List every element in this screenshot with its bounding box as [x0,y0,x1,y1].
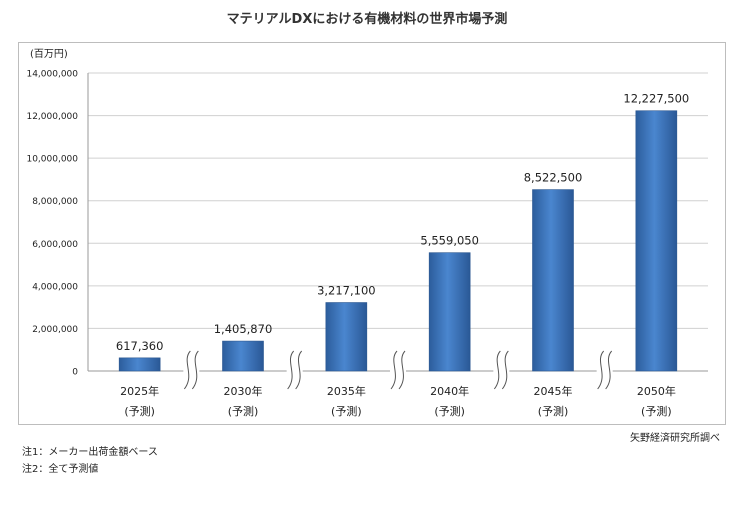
axis-breaks [183,350,613,390]
axis-break-mark [295,350,303,390]
bar-chart: (百万円) 0 2,000,000 4,000,000 6,000,000 8,000,… [26,48,708,418]
x-tick-sublabel: (予測) [641,404,672,418]
x-tick-label: 2050年 [637,384,676,398]
x-tick-label: 2045年 [534,384,573,398]
bar [222,340,264,372]
x-axis-labels: 2025年 (予測) 2030年 (予測) 2035年 (予測) 2040年 (予測) 2045… [120,384,676,418]
bar [118,357,161,372]
y-tick-label: 2,000,000 [32,325,78,335]
axis-break-mark [597,350,605,390]
chart-title: マテリアルDXにおける有機材料の世界市場予測 [226,12,508,27]
value-label: 5,559,050 [420,234,479,248]
footnote-2: 注2：全て予測値 [22,464,99,475]
value-label: 12,227,500 [623,92,689,106]
y-tick-label: 6,000,000 [32,240,78,250]
x-tick-label: 2035年 [327,384,366,398]
y-tick-label: 8,000,000 [32,197,78,207]
bars [118,110,678,372]
value-label: 617,360 [116,339,164,353]
x-tick-sublabel: (予測) [228,404,259,418]
bar [635,110,678,372]
axis-break-mark [287,350,295,390]
value-label: 3,217,100 [317,284,376,298]
footnote-1: 注1：メーカー出荷金額ベース [22,447,158,458]
axis-break-mark [605,350,613,390]
axis-break-mark [398,350,406,390]
source-credit: 矢野経済研究所調べ [630,433,720,444]
axis-break-mark [501,350,509,390]
y-tick-label: 4,000,000 [32,282,78,292]
y-tick-label: 0 [72,368,78,378]
x-tick-sublabel: (予測) [124,404,155,418]
axis-break-mark [390,350,398,390]
bar [532,189,574,372]
x-tick-sublabel: (予測) [434,404,465,418]
axis-break-mark [493,350,501,390]
y-tick-label: 10,000,000 [26,155,78,165]
value-labels: 617,360 1,405,870 3,217,100 5,559,050 8,522,… [116,92,689,353]
bar [428,252,471,372]
y-axis-ticks: 0 2,000,000 4,000,000 6,000,000 8,000,000 10,… [26,70,78,378]
chart-frame [18,42,726,425]
x-tick-label: 2040年 [430,384,469,398]
axis-break-mark [191,350,199,390]
x-tick-sublabel: (予測) [538,404,569,418]
axis-break-mark [183,350,191,390]
value-label: 1,405,870 [214,322,273,336]
x-tick-sublabel: (予測) [331,404,362,418]
y-unit-label: (百万円) [30,48,68,60]
y-tick-label: 14,000,000 [26,70,78,80]
value-label: 8,522,500 [524,171,583,185]
x-tick-label: 2030年 [224,384,263,398]
x-tick-label: 2025年 [120,384,159,398]
bar [325,302,368,372]
y-tick-label: 12,000,000 [26,112,78,122]
